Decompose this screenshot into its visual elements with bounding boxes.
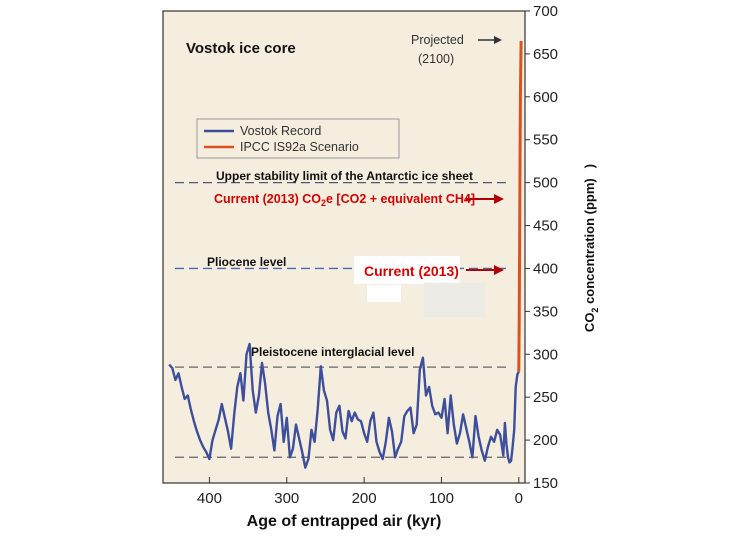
- legend-label-vostok: Vostok Record: [240, 124, 321, 138]
- x-axis-title: Age of entrapped air (kyr): [247, 513, 442, 530]
- x-tick-label: 300: [274, 490, 299, 507]
- plot-frame: [162, 10, 526, 484]
- projected-label-line2: (2100): [418, 52, 454, 66]
- current-label-bg: [354, 256, 460, 284]
- y-tick-label: 500: [533, 175, 558, 192]
- x-tick-label: 100: [429, 490, 454, 507]
- legend: Vostok Record IPCC IS92a Scenario: [196, 118, 400, 159]
- y-tick-label: 300: [533, 346, 558, 363]
- legend-box: [196, 118, 400, 159]
- x-tick-label: 0: [515, 490, 523, 507]
- projected-arrowhead: [494, 36, 502, 44]
- legend-label-ipcc: IPCC IS92a Scenario: [240, 140, 359, 154]
- y-tick-label: 350: [533, 303, 558, 320]
- y-tick-label: 650: [533, 46, 558, 63]
- y-tick-label: 200: [533, 432, 558, 449]
- projected-label-line1: Projected: [411, 33, 464, 47]
- upper-stability-label: Upper stability limit of the Antarctic i…: [216, 169, 473, 183]
- current-2013-arrowhead: [494, 265, 504, 275]
- current-co2e-arrowhead: [494, 194, 504, 204]
- y-tick-label: 600: [533, 89, 558, 106]
- current-2013-label: Current (2013): [364, 263, 459, 279]
- y-tick-label: 550: [533, 132, 558, 149]
- y-tick-label: 400: [533, 260, 558, 277]
- y-tick-label: 700: [533, 3, 558, 20]
- pleistocene-label: Pleistocene interglacial level: [251, 345, 414, 359]
- pliocene-label: Pliocene level: [207, 255, 286, 269]
- y-tick-label: 450: [533, 218, 558, 235]
- series-line-ipcc: [517, 40, 523, 372]
- grey-patch: [424, 283, 485, 317]
- y-tick-label: 250: [533, 389, 558, 406]
- y-axis-title: CO2 concentration (ppm)): [582, 164, 600, 332]
- y-tick-label: 150: [533, 475, 558, 492]
- x-tick-label: 200: [352, 490, 377, 507]
- white-patch: [367, 285, 401, 302]
- x-tick-label: 400: [197, 490, 222, 507]
- chart-title: Vostok ice core: [186, 40, 296, 57]
- series-line-vostok: [168, 342, 520, 469]
- current-co2e-label: Current (2013) CO2e [CO2 + equivalent CH…: [214, 192, 475, 208]
- plot-background: [163, 11, 525, 483]
